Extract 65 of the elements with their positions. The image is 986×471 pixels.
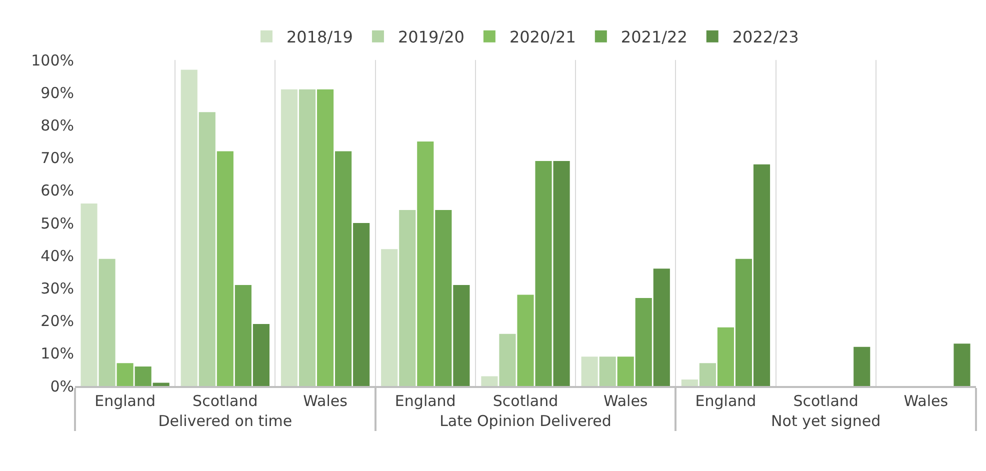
x-tick-label: Scotland [492, 392, 558, 410]
bar [599, 356, 616, 386]
bar [252, 324, 270, 386]
bar [216, 151, 234, 386]
bar [681, 379, 698, 386]
x-tick-label: Scotland [192, 392, 258, 410]
bar [381, 249, 398, 386]
y-tick-label: 100% [31, 51, 74, 70]
bar [699, 363, 716, 386]
bar [234, 284, 252, 386]
bar [481, 376, 498, 386]
x-tick-label: England [94, 392, 156, 410]
bar [316, 89, 334, 386]
x-tick-label: Scotland [793, 392, 858, 410]
bar [635, 298, 652, 386]
y-tick-label: 50% [40, 214, 74, 232]
x-tick-label: England [695, 392, 756, 410]
bar [353, 223, 370, 386]
x-tick-label: Wales [603, 392, 648, 410]
bar [417, 142, 434, 386]
bar [735, 258, 752, 386]
bar [954, 344, 970, 386]
bar [553, 161, 570, 386]
bar [134, 366, 152, 386]
x-tick-label: Wales [303, 392, 348, 410]
y-tick-label: 60% [40, 182, 74, 200]
bar [198, 112, 216, 386]
bar [280, 89, 298, 386]
y-tick-label: 70% [40, 149, 74, 168]
bar [653, 268, 670, 386]
y-tick-label: 40% [40, 246, 74, 265]
y-tick-label: 20% [40, 312, 74, 330]
bar [581, 356, 598, 386]
y-tick-label: 0% [50, 377, 74, 396]
text: Not yet signed [771, 412, 881, 430]
bar [535, 161, 552, 386]
bar [180, 70, 198, 386]
y-tick-label: 90% [40, 84, 74, 102]
bar [152, 382, 170, 386]
legend-label: 2020/21 [509, 28, 576, 47]
bar [453, 284, 470, 386]
text: Late Opinion Delivered [440, 412, 612, 430]
bar [98, 258, 116, 386]
x-tick-label: Wales [904, 392, 948, 410]
bar [499, 334, 516, 386]
bar [617, 356, 634, 386]
x-tick-label: England [394, 392, 456, 410]
y-tick-label: 10% [40, 344, 74, 363]
text: Delivered on time [158, 412, 292, 430]
bar [717, 327, 734, 386]
bar [753, 164, 770, 386]
bar [335, 151, 352, 386]
legend-label: 2019/20 [398, 28, 464, 47]
y-tick-label: 80% [40, 116, 74, 134]
bar [399, 210, 416, 386]
legend-label: 2018/19 [286, 28, 353, 47]
legend-label: 2022/23 [732, 28, 799, 47]
bar [435, 210, 452, 386]
bar [298, 89, 316, 386]
bar [517, 294, 534, 386]
legend-label: 2021/22 [620, 28, 688, 47]
y-tick-label: 30% [40, 279, 74, 298]
bar [854, 346, 870, 386]
bar [116, 363, 134, 386]
bar [80, 203, 98, 386]
